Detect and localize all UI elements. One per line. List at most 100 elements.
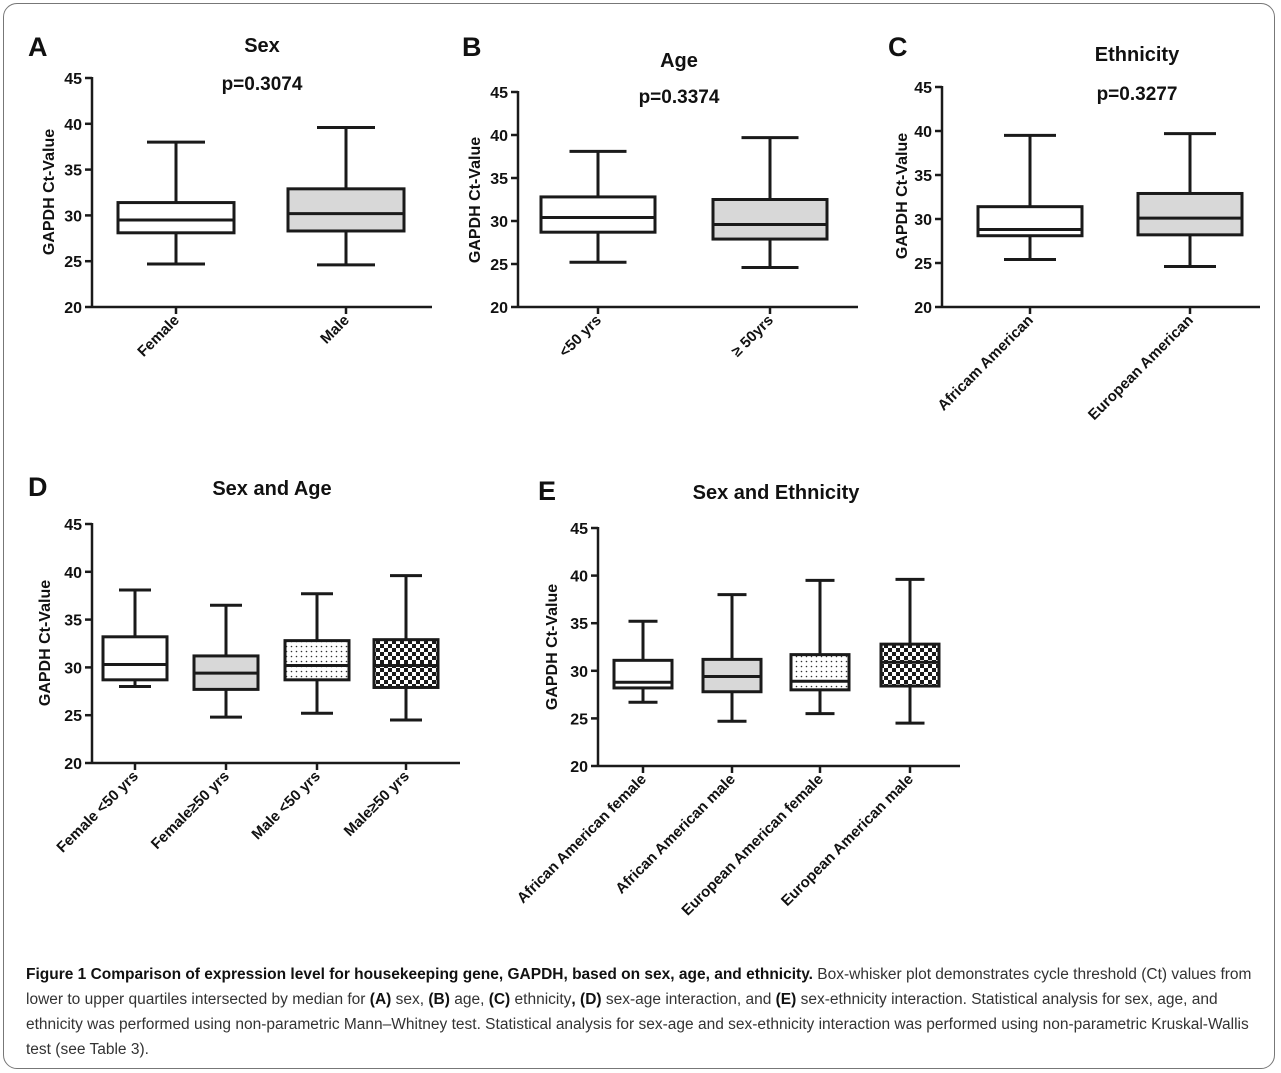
- box-plot: [286, 125, 406, 267]
- box-plot: [701, 593, 763, 723]
- x-tick-label: Female≥50 yrs: [148, 768, 233, 853]
- caption-ref-b: (B): [428, 991, 450, 1008]
- p-value: p=0.3277: [1097, 84, 1178, 105]
- caption-comma: ,: [571, 991, 576, 1008]
- y-tick-label: 35: [64, 613, 82, 630]
- y-tick-label: 45: [570, 521, 588, 538]
- x-tick-label: Male <50 yrs: [248, 768, 323, 843]
- caption-text-e: sex-ethnicity interaction. Statistical a…: [26, 991, 1249, 1058]
- caption-figure-label: Figure 1: [26, 966, 87, 983]
- y-axis-label: GAPDH Ct-Value: [467, 137, 484, 263]
- box-plot: [612, 619, 674, 704]
- x-tick-label: European American female: [678, 771, 826, 919]
- y-tick-label: 45: [64, 71, 82, 88]
- x-tick-label: <50 yrs: [556, 312, 605, 361]
- box-plot: [101, 588, 169, 689]
- box-plot: [539, 149, 657, 264]
- iqr-box: [286, 187, 406, 233]
- y-tick-label: 45: [914, 80, 932, 97]
- y-tick-label: 45: [490, 85, 508, 102]
- box-plot: [976, 133, 1084, 261]
- caption-ref-d: (D): [580, 991, 602, 1008]
- y-tick-label: 25: [570, 711, 588, 728]
- figure-frame: [3, 3, 1275, 1069]
- iqr-box: [879, 642, 941, 688]
- y-tick-label: 30: [914, 212, 932, 229]
- chart-title: Sex and Ethnicity: [693, 482, 861, 504]
- y-tick-label: 35: [914, 168, 932, 185]
- chart-title: Sex: [244, 35, 280, 57]
- caption-ref-a: (A): [369, 991, 392, 1008]
- y-tick-label: 35: [490, 171, 508, 188]
- y-tick-label: 35: [64, 163, 82, 180]
- y-tick-label: 20: [914, 300, 932, 317]
- y-axis-label: GAPDH Ct-Value: [41, 129, 58, 255]
- y-axis-label: GAPDH Ct-Value: [544, 584, 561, 710]
- panel-c: C Ethnicity p=0.3277 GAPDH Ct-Value 20 25 30 35…: [888, 32, 1260, 424]
- y-tick-label: 20: [64, 300, 82, 317]
- iqr-box: [1136, 191, 1244, 237]
- caption-ref-e: (E): [775, 991, 797, 1008]
- y-tick-label: 40: [490, 128, 508, 145]
- box-plot: [711, 136, 829, 269]
- caption-text-1: Box-whisker plot demonstrates cycle thre…: [26, 966, 1252, 1008]
- x-tick-label: Female: [134, 312, 183, 361]
- y-tick-label: 30: [490, 214, 508, 231]
- y-tick-label: 20: [570, 759, 588, 776]
- figure-caption: Figure 1 Comparison of expression level …: [26, 962, 1266, 1062]
- x-tick-label: Male≥50 yrs: [341, 768, 413, 840]
- y-tick-label: 30: [64, 208, 82, 225]
- caption-text-c: ethnicity: [514, 991, 572, 1008]
- p-value: p=0.3374: [639, 87, 720, 108]
- y-tick-label: 25: [64, 708, 82, 725]
- iqr-box: [101, 635, 169, 682]
- iqr-box: [116, 201, 236, 235]
- y-tick-label: 45: [64, 517, 82, 534]
- iqr-box: [612, 658, 674, 690]
- box-plot: [283, 592, 351, 715]
- box-plot: [1136, 132, 1244, 269]
- iqr-box: [283, 639, 351, 682]
- iqr-box: [711, 198, 829, 241]
- y-tick-label: 30: [64, 660, 82, 677]
- x-tick-label: Female <50 yrs: [53, 768, 141, 856]
- y-tick-label: 25: [64, 254, 82, 271]
- iqr-box: [372, 638, 440, 689]
- caption-text-d: sex-age interaction, and: [605, 991, 772, 1008]
- iqr-box: [539, 195, 657, 234]
- y-tick-label: 35: [570, 616, 588, 633]
- box-plot: [789, 578, 851, 716]
- chart-title: Ethnicity: [1095, 44, 1180, 66]
- y-tick-label: 30: [570, 664, 588, 681]
- figure-panels: A Sex p=0.3074 GAPDH Ct-Value 20 25 30 35 40 45 Fe…: [28, 32, 1260, 919]
- y-tick-label: 20: [64, 756, 82, 773]
- panel-letter: B: [462, 32, 482, 62]
- y-axis-label: GAPDH Ct-Value: [894, 133, 911, 259]
- p-value: p=0.3074: [222, 74, 303, 95]
- caption-text-a: sex,: [395, 991, 425, 1008]
- panel-a: A Sex p=0.3074 GAPDH Ct-Value 20 25 30 35 40 45 Fe…: [28, 32, 432, 360]
- x-tick-label: Africam American: [934, 312, 1036, 414]
- panel-e: E Sex and Ethnicity GAPDH Ct-Value 20 25 30 35…: [514, 476, 960, 919]
- x-tick-label: Male: [317, 312, 353, 348]
- y-tick-label: 25: [490, 257, 508, 274]
- caption-text-b: age,: [454, 991, 485, 1008]
- iqr-box: [789, 653, 851, 692]
- y-tick-label: 40: [914, 124, 932, 141]
- box-plot: [192, 603, 260, 719]
- y-axis-label: GAPDH Ct-Value: [37, 580, 54, 706]
- panel-letter: E: [538, 476, 556, 506]
- box-plot: [372, 574, 440, 722]
- y-tick-label: 40: [64, 117, 82, 134]
- y-tick-label: 40: [64, 565, 82, 582]
- x-tick-label: European American: [1085, 312, 1197, 424]
- panel-letter: A: [28, 32, 48, 62]
- x-tick-label: ≥ 50yrs: [728, 312, 777, 361]
- iqr-box: [976, 205, 1084, 238]
- box-plot: [879, 577, 941, 725]
- chart-title: Sex and Age: [212, 478, 331, 500]
- chart-title: Age: [660, 50, 698, 72]
- caption-title: Comparison of expression level for house…: [90, 966, 813, 983]
- y-tick-label: 20: [490, 300, 508, 317]
- caption-ref-c: (C): [488, 991, 511, 1008]
